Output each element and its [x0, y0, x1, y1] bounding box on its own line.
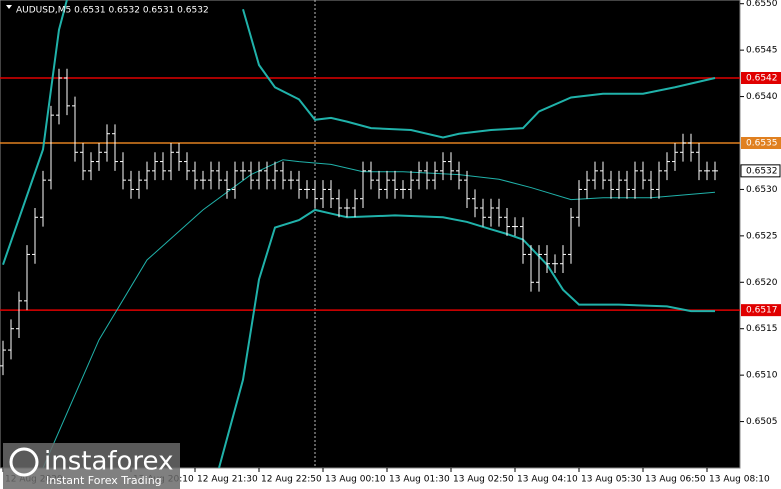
x-tick-label: 12 Aug 21:30	[197, 475, 258, 485]
x-tick-label: 13 Aug 08:10	[709, 475, 770, 485]
y-tick-label: 0.6515	[746, 324, 778, 334]
y-tick-label: 0.6510	[746, 371, 778, 381]
indicator-line	[218, 208, 715, 468]
y-tick-label: 0.6525	[746, 231, 778, 241]
watermark-tagline: Instant Forex Trading	[46, 474, 162, 487]
y-tick-label: 0.6540	[746, 92, 778, 102]
x-tick-label: 13 Aug 02:50	[453, 475, 514, 485]
marks	[0, 0, 740, 468]
y-tick-label: 0.6530	[746, 185, 778, 195]
y-tick-label: 0.6550	[746, 0, 778, 9]
x-tick-label: 13 Aug 00:10	[325, 475, 386, 485]
y-tick-label: 0.6545	[746, 46, 778, 56]
price-label: 0.6532	[746, 166, 778, 176]
x-tick-label: 13 Aug 05:30	[581, 475, 642, 485]
x-tick-label: 13 Aug 01:30	[389, 475, 450, 485]
watermark-logo	[9, 447, 39, 477]
x-tick-label: 13 Aug 04:10	[517, 475, 578, 485]
plot-area	[0, 0, 741, 469]
level-label: 0.6542	[746, 74, 778, 84]
y-tick-label: 0.6520	[746, 278, 778, 288]
x-tick-label: 12 Aug 22:50	[261, 475, 322, 485]
level-label: 0.6517	[746, 306, 778, 316]
symbol-arrow	[6, 5, 12, 9]
watermark-brand: instaforex	[44, 447, 173, 477]
level-label: 0.6535	[746, 139, 778, 149]
level-label-box	[741, 304, 781, 317]
chart-title: AUDUSD,M5 0.6531 0.6532 0.6531 0.6532	[16, 6, 209, 16]
level-label-box	[741, 137, 781, 149]
x-tick-label: 13 Aug 06:50	[645, 475, 706, 485]
indicator-line	[2, 0, 716, 265]
price-label-box	[740, 164, 781, 178]
level-label-box	[741, 72, 781, 84]
watermark: instaforex Instant Forex Trading	[3, 443, 180, 489]
y-tick-label: 0.6505	[746, 417, 778, 427]
